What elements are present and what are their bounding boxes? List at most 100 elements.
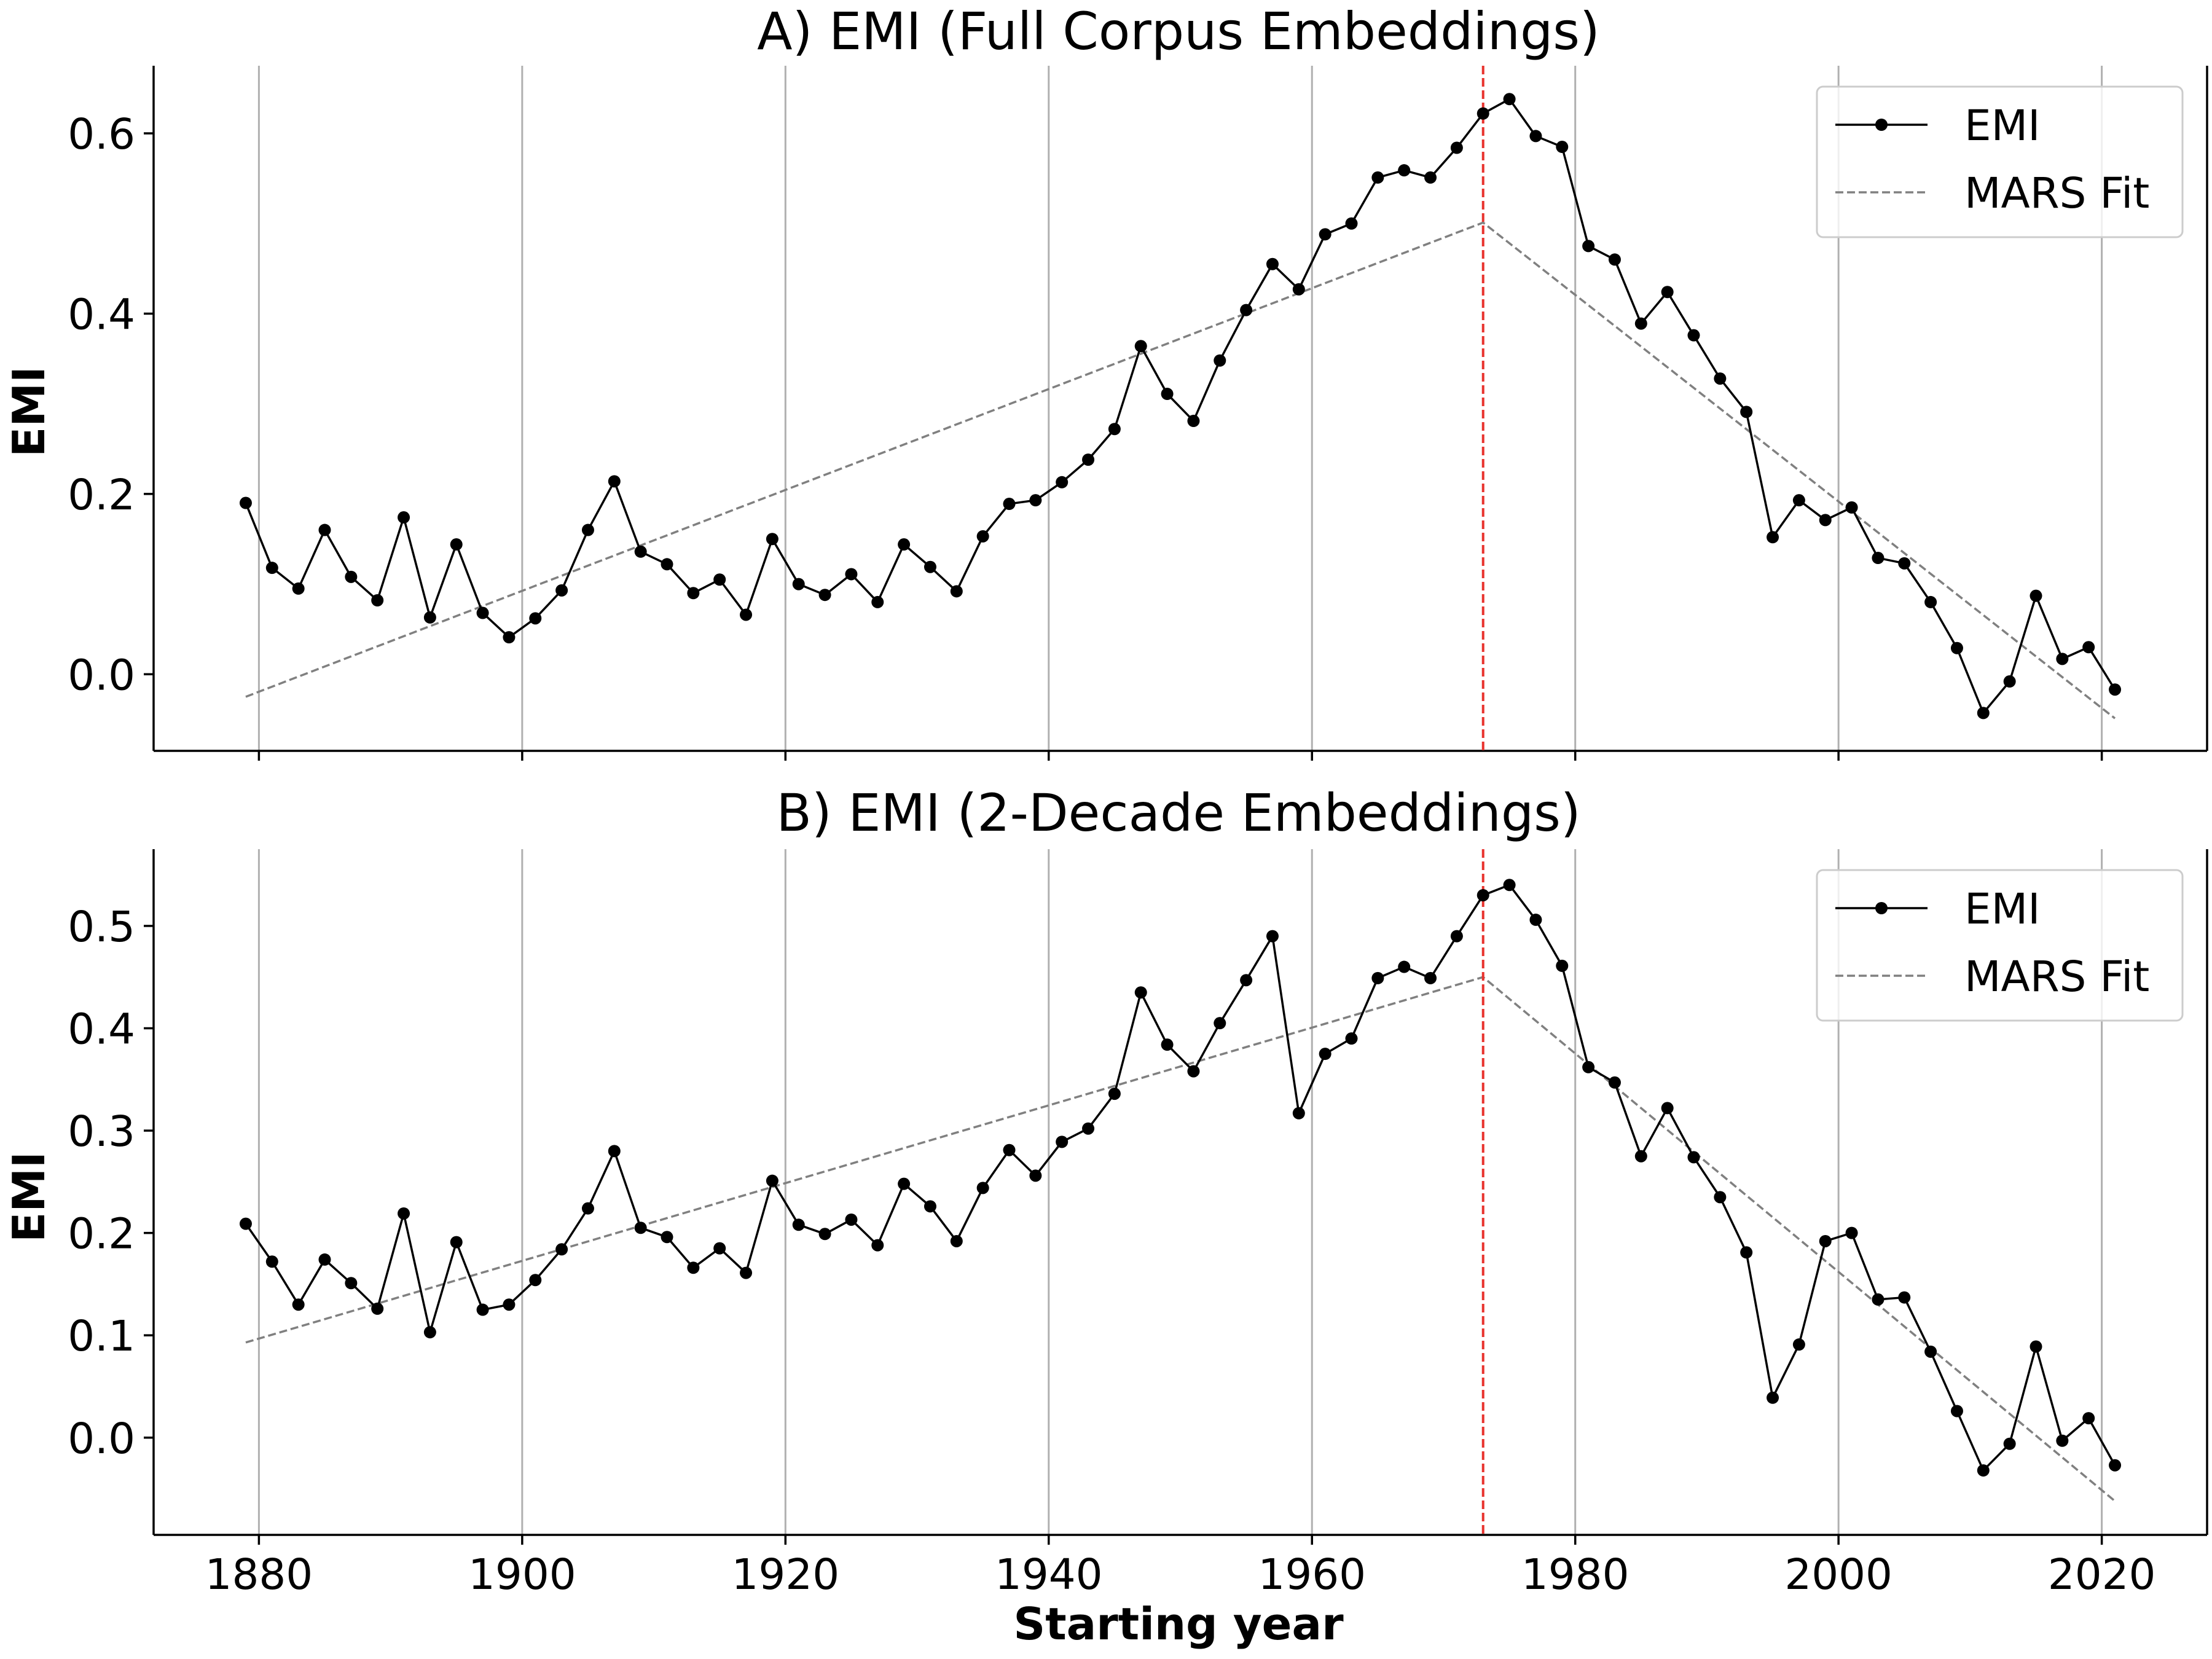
emi-point — [740, 608, 753, 621]
emi-point — [581, 524, 594, 536]
emi-point — [1845, 501, 1858, 514]
y-tick-label: 0.4 — [68, 1005, 135, 1054]
emi-point — [2082, 1412, 2095, 1425]
emi-point — [1214, 1017, 1226, 1030]
emi-point — [1924, 1345, 1937, 1358]
emi-point — [1503, 93, 1516, 106]
legend-mars-label: MARS Fit — [1964, 169, 2149, 218]
emi-point — [976, 530, 989, 543]
emi-point — [265, 1255, 278, 1268]
emi-point — [1319, 1048, 1332, 1061]
emi-point — [318, 524, 331, 536]
y-tick-label: 0.0 — [68, 1414, 135, 1464]
panel-a-title: A) EMI (Full Corpus Embeddings) — [757, 1, 1600, 61]
emi-point — [976, 1182, 989, 1194]
y-tick-label: 0.4 — [68, 290, 135, 339]
emi-point — [924, 560, 936, 573]
x-tick-label: 1980 — [1521, 1550, 1630, 1599]
emi-point — [450, 538, 463, 551]
emi-point — [2082, 641, 2095, 654]
emi-point — [792, 578, 805, 590]
emi-point — [1529, 913, 1542, 926]
emi-point — [2003, 675, 2016, 688]
emi-point — [661, 1231, 673, 1244]
emi-point — [766, 1174, 779, 1187]
emi-point — [239, 1217, 252, 1230]
emi-point — [713, 1242, 726, 1255]
emi-point — [1608, 1076, 1621, 1089]
emi-point — [1134, 340, 1147, 353]
emi-point — [555, 584, 568, 597]
emi-point — [871, 1239, 884, 1252]
emi-point — [1792, 1338, 1805, 1351]
emi-point — [1792, 494, 1805, 507]
emi-point — [740, 1266, 753, 1279]
emi-point — [1819, 514, 1832, 527]
emi-point — [1240, 304, 1253, 316]
emi-point — [1029, 1169, 1042, 1182]
emi-point — [2030, 1340, 2042, 1353]
emi-point — [1345, 217, 1358, 230]
emi-point — [1582, 1061, 1595, 1073]
emi-point — [1529, 130, 1542, 143]
emi-point — [450, 1236, 463, 1249]
legend: EMI MARS Fit — [1816, 85, 2184, 238]
panel-b-xlabel: Starting year — [1013, 1598, 1344, 1650]
emi-point — [608, 475, 621, 488]
emi-point — [581, 1202, 594, 1215]
emi-point — [476, 1303, 489, 1316]
x-tick-label: 2020 — [2048, 1550, 2156, 1599]
emi-point — [1056, 476, 1069, 488]
panel-b: B) EMI (2-Decade Embeddings) EMI Startin… — [3, 783, 2208, 1650]
emi-point — [529, 612, 542, 625]
x-tick-label: 1960 — [1258, 1550, 1366, 1599]
x-tick-label: 1880 — [205, 1550, 313, 1599]
emi-point — [1977, 707, 1990, 720]
emi-point — [898, 1177, 911, 1190]
panel-b-title: B) EMI (2-Decade Embeddings) — [776, 783, 1580, 843]
emi-point — [924, 1200, 936, 1213]
emi-point — [423, 1326, 436, 1339]
emi-point — [1424, 971, 1437, 984]
emi-point — [1872, 552, 1885, 565]
emi-point — [1924, 595, 1937, 608]
emi-point — [292, 1298, 305, 1311]
emi-point — [503, 631, 516, 644]
emi-point — [345, 1277, 358, 1290]
emi-point — [1767, 531, 1779, 544]
emi-point — [318, 1253, 331, 1266]
x-tick-label: 1940 — [995, 1550, 1103, 1599]
emi-point — [1266, 930, 1279, 943]
panel-a: A) EMI (Full Corpus Embeddings) EMI 0.00… — [3, 1, 2208, 761]
emi-point — [423, 611, 436, 624]
emi-point — [1898, 557, 1911, 570]
emi-point — [1503, 879, 1516, 892]
x-tick-label: 1900 — [468, 1550, 576, 1599]
emi-point — [1477, 888, 1489, 901]
emi-point — [1477, 107, 1489, 120]
emi-point — [1398, 960, 1411, 973]
legend-emi-marker — [1875, 119, 1888, 131]
emi-point — [1240, 974, 1253, 987]
emi-point — [1371, 171, 1384, 184]
emi-point — [1003, 498, 1016, 511]
emi-point — [1161, 1038, 1174, 1051]
y-tick-label: 0.6 — [68, 110, 135, 159]
emi-point — [398, 511, 410, 524]
emi-point — [239, 496, 252, 509]
emi-point — [1371, 971, 1384, 984]
emi-point — [1082, 1122, 1095, 1135]
emi-point — [1187, 1065, 1200, 1078]
emi-point — [1845, 1226, 1858, 1239]
emi-point — [1556, 141, 1569, 154]
emi-point — [1872, 1293, 1885, 1306]
emi-point — [1345, 1032, 1358, 1045]
emi-point — [766, 533, 779, 546]
emi-point — [950, 585, 963, 598]
emi-point — [1134, 986, 1147, 999]
emi-point — [687, 1261, 700, 1274]
emi-point — [1634, 317, 1647, 330]
emi-point — [2056, 1434, 2069, 1447]
emi-point — [265, 562, 278, 575]
